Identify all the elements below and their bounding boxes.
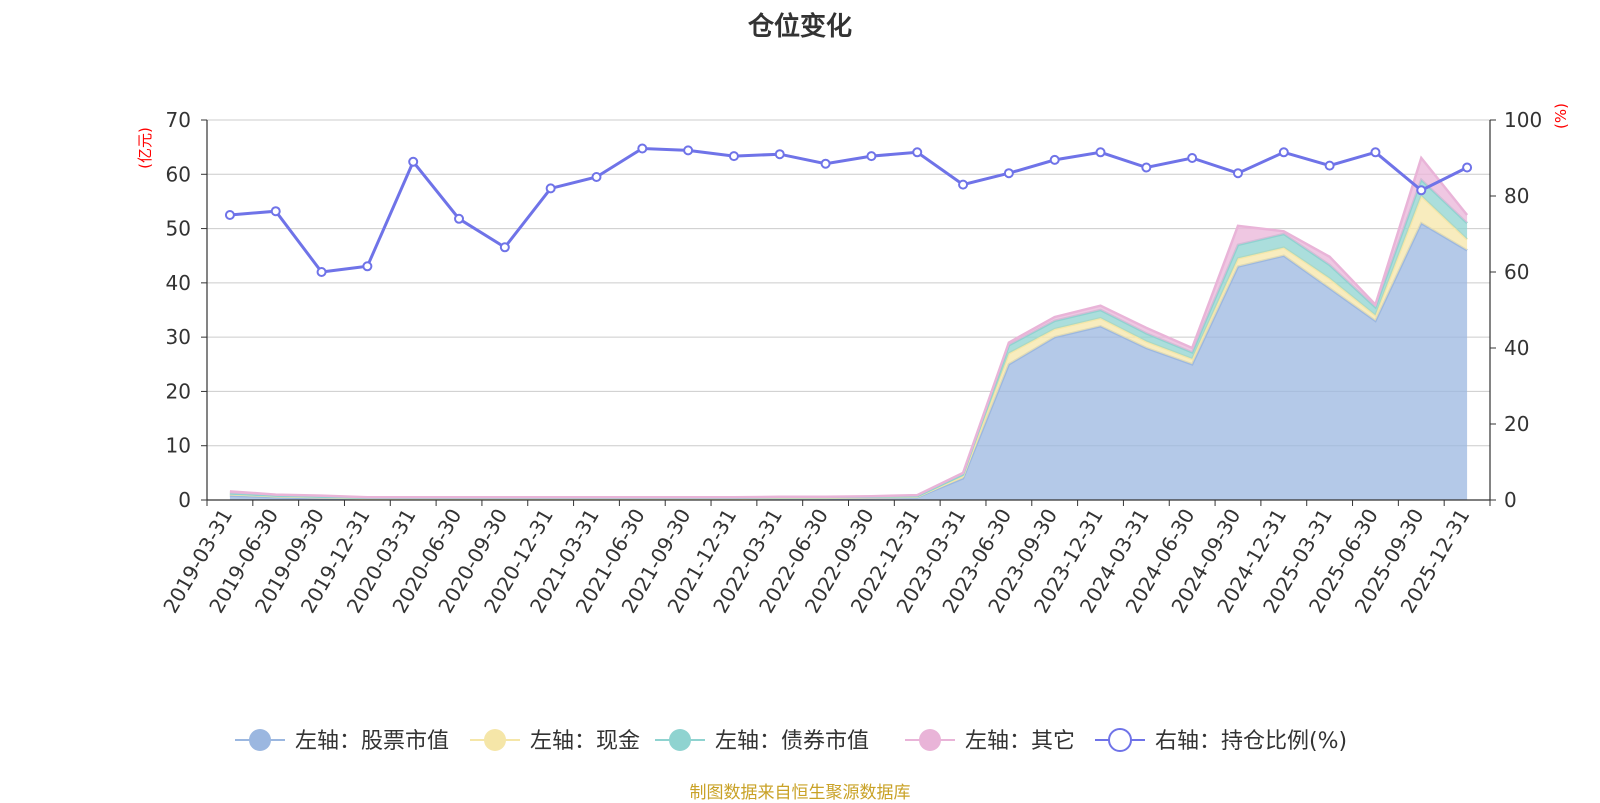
ratio-point [683, 145, 694, 156]
ratio-point [454, 213, 465, 224]
ratio-point [591, 172, 602, 182]
ratio-point [866, 151, 877, 162]
ratio-point [728, 151, 739, 162]
ratio-point [1003, 168, 1014, 179]
left-tick-label: 10 [166, 434, 191, 458]
legend-marker [484, 729, 506, 751]
left-tick-label: 0 [178, 488, 191, 512]
legend-marker [249, 729, 271, 751]
right-tick-label: 20 [1504, 412, 1529, 436]
legend-marker [1108, 728, 1132, 752]
ratio-point [545, 183, 556, 194]
left-tick-label: 50 [166, 217, 191, 241]
left-tick-label: 40 [166, 271, 191, 295]
ratio-point [1324, 160, 1335, 171]
legend-marker [919, 729, 941, 751]
right-tick-label: 0 [1504, 488, 1517, 512]
ratio-point [637, 143, 648, 154]
legend-label: 左轴：债券市值 [715, 729, 869, 754]
left-tick-label: 60 [166, 162, 191, 186]
left-axis-unit: (亿元) [136, 127, 154, 169]
right-tick-label: 100 [1504, 108, 1542, 132]
left-tick-label: 30 [166, 325, 191, 349]
ratio-point [224, 210, 235, 220]
ratio-point [408, 156, 419, 167]
ratio-point [1049, 154, 1060, 165]
chart-svg: 010203040506070020406080100(亿元)(%)2019-0… [136, 103, 1570, 754]
ratio-point [1370, 147, 1381, 158]
legend-label: 左轴：其它 [965, 729, 1075, 754]
right-tick-label: 80 [1504, 184, 1529, 208]
legend-label: 右轴：持仓比例(%) [1155, 729, 1347, 754]
legend-label: 左轴：股票市值 [295, 729, 449, 754]
ratio-point [1095, 147, 1106, 158]
ratio-point [362, 261, 373, 272]
legend-label: 左轴：现金 [530, 729, 640, 754]
ratio-point [316, 267, 327, 277]
ratio-point [1141, 162, 1152, 173]
right-tick-label: 40 [1504, 336, 1529, 360]
area-左轴：股票市值 [229, 223, 1468, 500]
ratio-point [270, 206, 281, 217]
ratio-point [912, 147, 923, 158]
ratio-point [499, 242, 510, 253]
legend-marker [669, 729, 691, 751]
ratio-line [229, 146, 1468, 274]
ratio-point [820, 158, 831, 169]
ratio-point [1232, 168, 1243, 179]
area-line-左轴：其它 [229, 155, 1469, 499]
ratio-point [1187, 153, 1198, 163]
ratio-point [1278, 147, 1289, 158]
left-tick-label: 20 [166, 379, 191, 403]
right-tick-label: 60 [1504, 260, 1529, 284]
source-note: 制图数据来自恒生聚源数据库 [689, 783, 911, 803]
right-axis-unit: (%) [1552, 103, 1570, 129]
ratio-point [958, 179, 969, 190]
ratio-point [1462, 162, 1473, 173]
chart-title: 仓位变化 [747, 12, 852, 42]
ratio-point [1416, 185, 1427, 196]
ratio-point [774, 149, 785, 160]
left-tick-label: 70 [166, 108, 191, 132]
